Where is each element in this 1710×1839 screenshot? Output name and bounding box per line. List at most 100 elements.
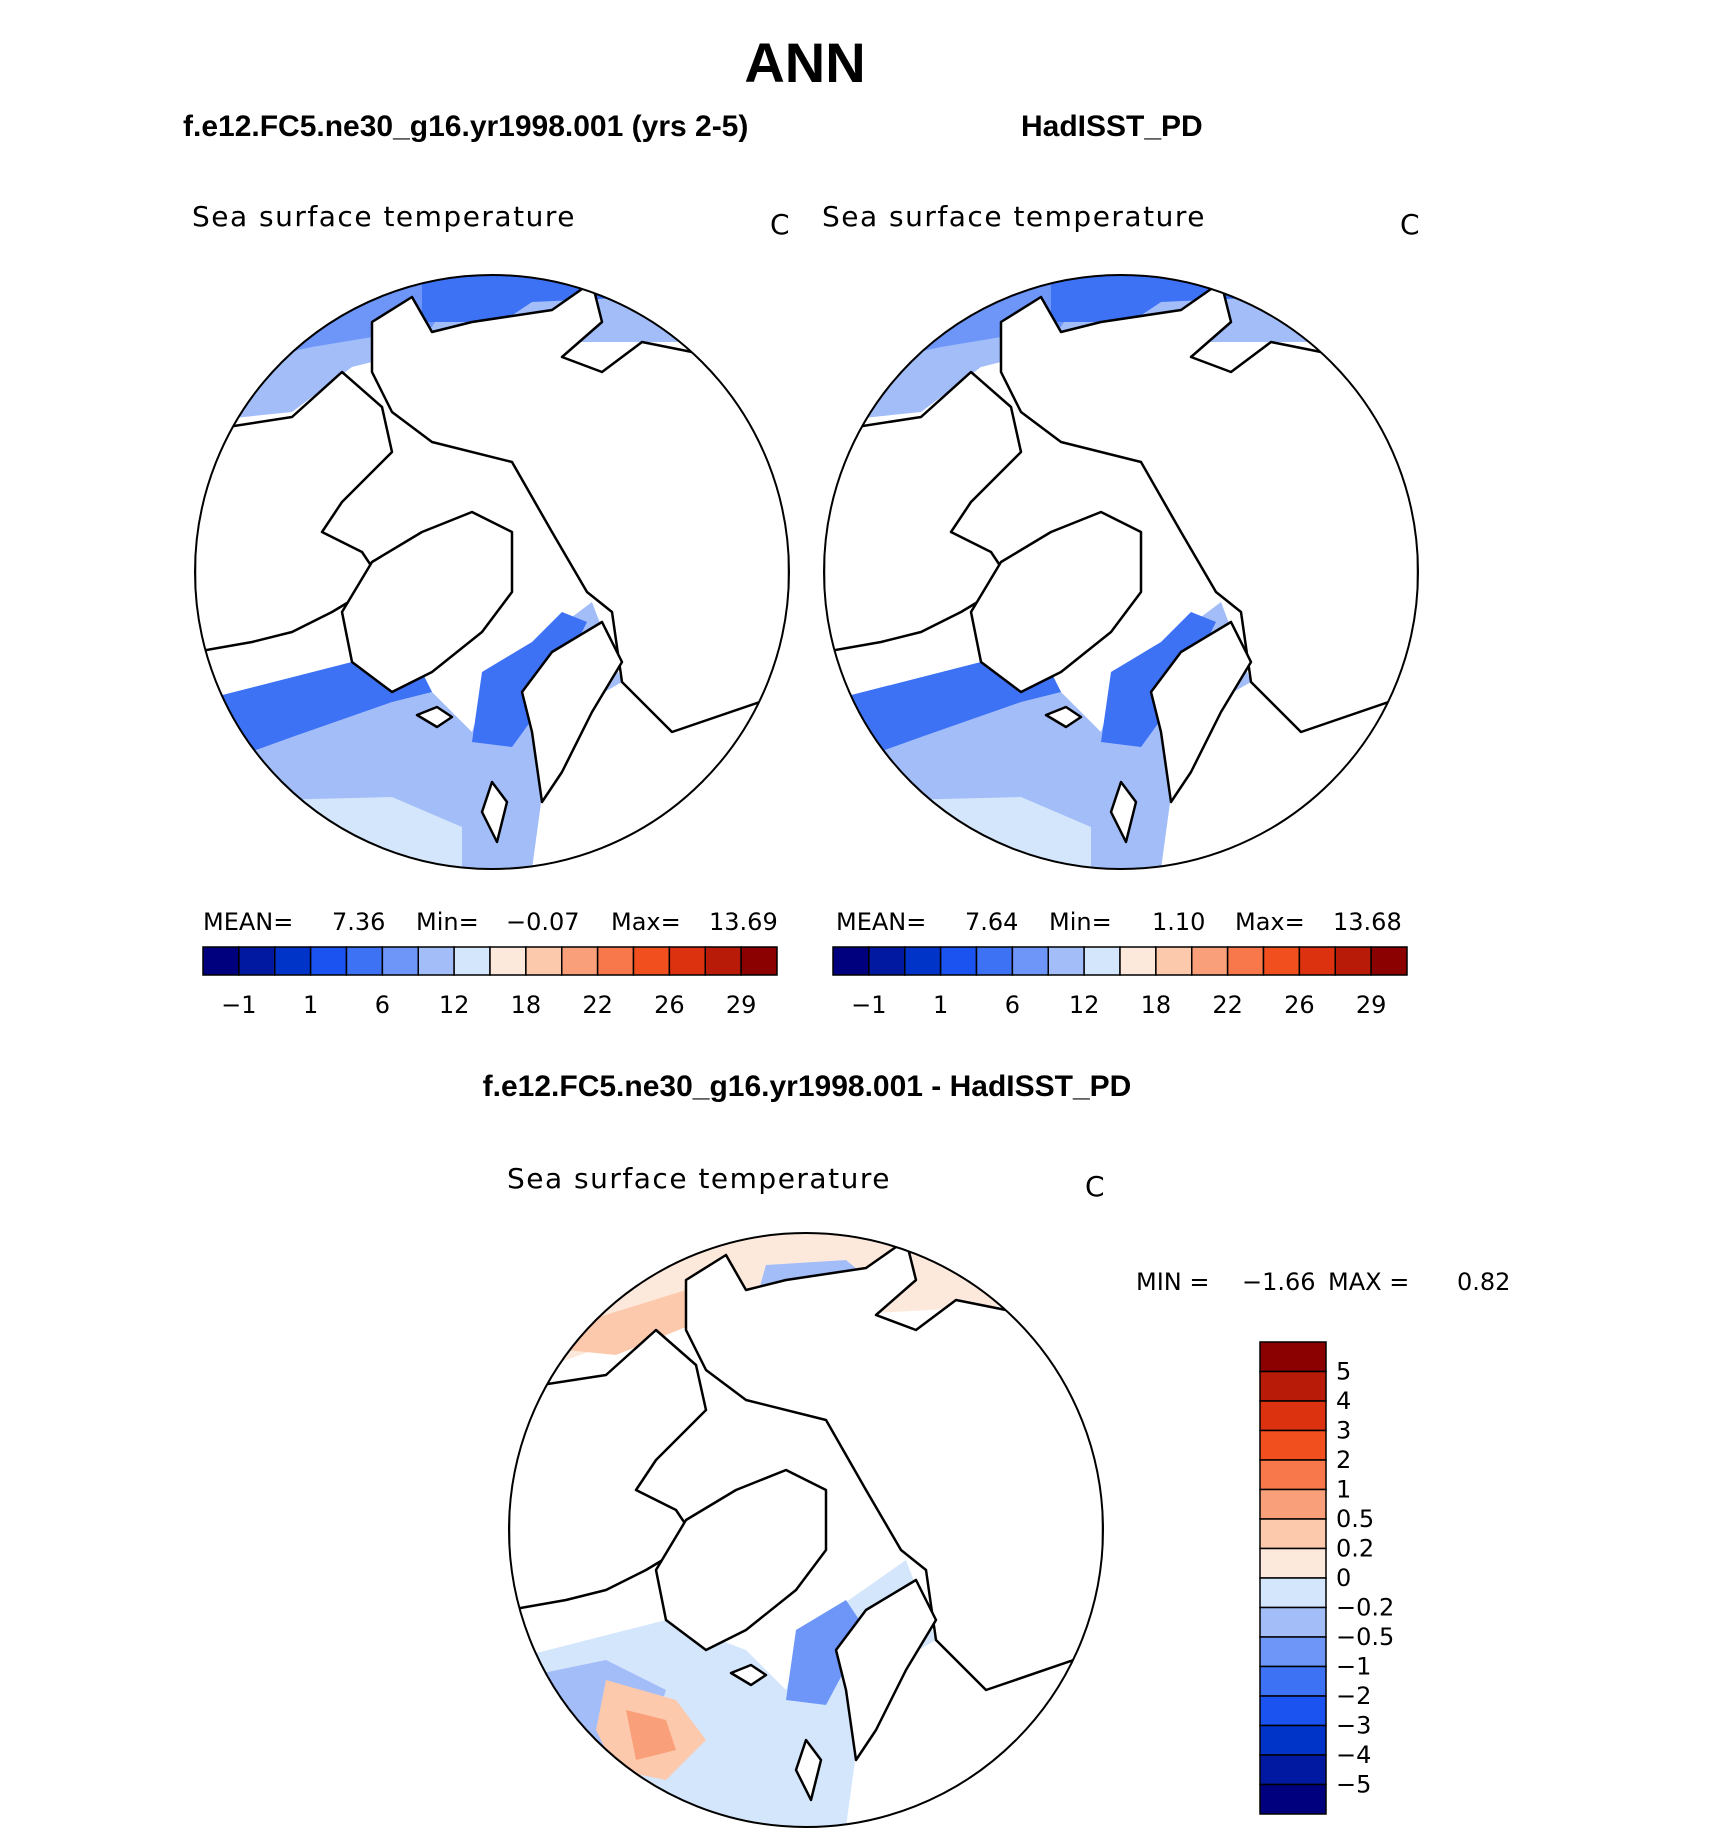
panel-1-max: 13.69 xyxy=(709,908,778,936)
map-pd-fields xyxy=(509,1233,1103,1827)
norwegian-sea xyxy=(1101,612,1216,747)
map-border xyxy=(823,274,1419,870)
map-pd xyxy=(508,1232,1104,1828)
colorbar-tick-label: 4 xyxy=(1336,1387,1351,1415)
colorbar-tick-label: 22 xyxy=(1212,991,1243,1019)
panel-2-mean: 7.64 xyxy=(965,908,1019,936)
land-mass xyxy=(729,1663,768,1687)
colorbar-swatch xyxy=(274,946,312,976)
colorbar-swatch xyxy=(1119,946,1157,976)
panel-1-min: −0.07 xyxy=(506,908,580,936)
colorbar-swatch xyxy=(1259,1665,1327,1697)
map-border xyxy=(508,1232,1104,1828)
norwegian-cool xyxy=(786,1600,866,1705)
colorbar-tick-label: −2 xyxy=(1336,1682,1371,1710)
colorbar-swatch xyxy=(525,946,563,976)
colorbar-tick-label: −1 xyxy=(851,991,886,1019)
colorbar-tick-label: −4 xyxy=(1336,1741,1371,1769)
colorbar-tick-label: 22 xyxy=(582,991,613,1019)
colorbar-tick-label: 5 xyxy=(1336,1358,1351,1386)
colorbar-swatch xyxy=(453,946,491,976)
map-p2 xyxy=(823,274,1419,870)
diff-max: 0.82 xyxy=(1457,1268,1511,1296)
colorbar-swatch xyxy=(345,946,384,976)
colorbar-swatch xyxy=(1259,1488,1327,1520)
panel-1-mean: 7.36 xyxy=(332,908,386,936)
colorbar-swatch xyxy=(1259,1370,1327,1402)
land-mass xyxy=(415,705,454,729)
colorbar-swatch xyxy=(309,946,348,976)
diff-variable: Sea surface temperature xyxy=(507,1162,891,1195)
colorbar-tick-label: −0.5 xyxy=(1336,1623,1394,1651)
colorbar-swatch xyxy=(1259,1606,1327,1638)
diff-units: C xyxy=(1085,1170,1107,1203)
land-mass xyxy=(654,1468,828,1652)
land-mass xyxy=(480,780,509,844)
map-p2-fields xyxy=(824,275,1418,869)
colorbar-swatch xyxy=(975,946,1014,976)
panel-2-mean-label: MEAN= xyxy=(836,908,927,936)
colorbar-tick-label: 26 xyxy=(1284,991,1315,1019)
colorbar-swatch xyxy=(1259,1400,1327,1432)
colorbar-tick-label: 6 xyxy=(375,991,390,1019)
colorbar-swatch xyxy=(238,946,276,976)
colorbar-p1: −1 1 6 12 18 22 26 29 xyxy=(202,946,778,1019)
colorbar-swatch xyxy=(1226,946,1265,976)
colorbar-swatch xyxy=(1259,1429,1327,1461)
colorbar-swatch xyxy=(1298,946,1336,976)
colorbar-tick-label: −1 xyxy=(221,991,256,1019)
colorbar-tick-label: 1 xyxy=(1336,1476,1351,1504)
colorbar-tick-label: 6 xyxy=(1005,991,1020,1019)
panel-2-case: HadISST_PD xyxy=(1021,110,1203,143)
colorbar-tick-label: 12 xyxy=(439,991,470,1019)
panel-2-variable: Sea surface temperature xyxy=(822,200,1206,233)
colorbar-swatch xyxy=(1259,1518,1327,1550)
colorbar-swatch xyxy=(904,946,942,976)
land-mass xyxy=(1109,780,1138,844)
colorbar-swatch xyxy=(1259,1636,1327,1668)
colorbar-tick-label: −3 xyxy=(1336,1712,1371,1740)
colorbar-tick-label: 29 xyxy=(1356,991,1387,1019)
colorbar-tick-label: 0.5 xyxy=(1336,1505,1374,1533)
colorbar-swatch xyxy=(1259,1341,1327,1373)
land-mass xyxy=(794,1738,823,1802)
colorbar-swatch xyxy=(1083,946,1121,976)
land-mass xyxy=(684,1238,1103,1692)
colorbar-tick-label: 1 xyxy=(933,991,948,1019)
land-mass xyxy=(509,1328,708,1612)
colorbar-swatch xyxy=(417,946,455,976)
colorbar-swatch xyxy=(489,946,527,976)
panel-2-min-label: Min= xyxy=(1049,908,1112,936)
colorbar-swatch xyxy=(1259,1577,1327,1609)
land-mass xyxy=(340,510,514,694)
colorbar-tick-label: −1 xyxy=(1336,1653,1371,1681)
colorbar-swatch xyxy=(1155,946,1193,976)
colorbar-tick-label: 3 xyxy=(1336,1417,1351,1445)
colorbar-swatch xyxy=(1370,946,1408,976)
colorbar-swatch xyxy=(561,946,599,976)
colorbar-swatch xyxy=(1259,1547,1327,1579)
diff-min-label: MIN = xyxy=(1136,1268,1210,1296)
colorbar-swatch xyxy=(704,946,742,976)
colorbar-swatch xyxy=(632,946,671,976)
colorbar-tick-label: 2 xyxy=(1336,1446,1351,1474)
land-mass xyxy=(1044,705,1083,729)
colorbar-swatch xyxy=(1259,1459,1327,1491)
diff-case: f.e12.FC5.ne30_g16.yr1998.001 - HadISST_… xyxy=(482,1070,1132,1103)
colorbar-swatch xyxy=(1011,946,1049,976)
colorbar-swatch xyxy=(832,946,870,976)
colorbar-tick-label: 18 xyxy=(1141,991,1172,1019)
colorbar-tick-label: 29 xyxy=(726,991,757,1019)
colorbar-tick-label: −5 xyxy=(1336,1771,1371,1799)
colorbar-swatch xyxy=(381,946,419,976)
colorbar-tick-label: −0.2 xyxy=(1336,1594,1394,1622)
diff-max-label: MAX = xyxy=(1328,1268,1410,1296)
colorbar-swatch xyxy=(668,946,706,976)
colorbar-swatch xyxy=(1262,946,1301,976)
colorbar-swatch xyxy=(1259,1695,1327,1727)
colorbar-swatch xyxy=(1259,1754,1327,1786)
land-mass xyxy=(370,280,789,734)
map-p1-fields xyxy=(195,275,789,869)
